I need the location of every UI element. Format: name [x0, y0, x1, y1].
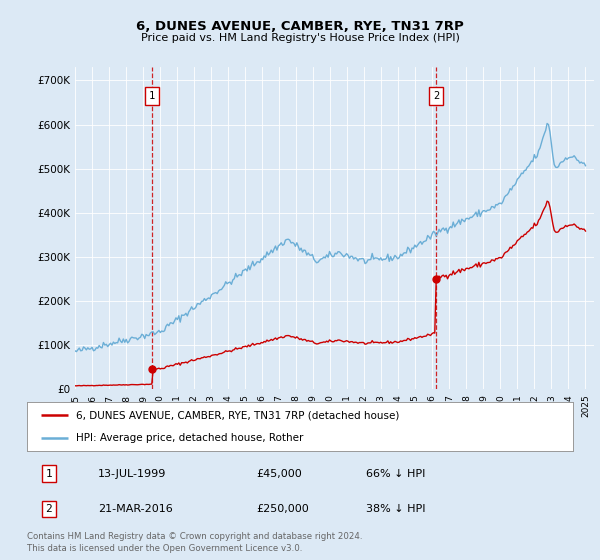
Text: 21-MAR-2016: 21-MAR-2016: [98, 504, 173, 514]
Text: 13-JUL-1999: 13-JUL-1999: [98, 469, 166, 479]
Text: £250,000: £250,000: [256, 504, 309, 514]
Text: 6, DUNES AVENUE, CAMBER, RYE, TN31 7RP (detached house): 6, DUNES AVENUE, CAMBER, RYE, TN31 7RP (…: [76, 410, 400, 421]
Text: 38% ↓ HPI: 38% ↓ HPI: [365, 504, 425, 514]
Text: Contains HM Land Registry data © Crown copyright and database right 2024.
This d: Contains HM Land Registry data © Crown c…: [27, 533, 362, 553]
Text: 2: 2: [46, 504, 52, 514]
Text: 1: 1: [149, 91, 155, 101]
Text: 6, DUNES AVENUE, CAMBER, RYE, TN31 7RP: 6, DUNES AVENUE, CAMBER, RYE, TN31 7RP: [136, 20, 464, 34]
Text: 1: 1: [46, 469, 52, 479]
Text: 66% ↓ HPI: 66% ↓ HPI: [365, 469, 425, 479]
Text: Price paid vs. HM Land Registry's House Price Index (HPI): Price paid vs. HM Land Registry's House …: [140, 33, 460, 43]
Text: HPI: Average price, detached house, Rother: HPI: Average price, detached house, Roth…: [76, 433, 304, 443]
Text: £45,000: £45,000: [256, 469, 302, 479]
Text: 2: 2: [433, 91, 439, 101]
